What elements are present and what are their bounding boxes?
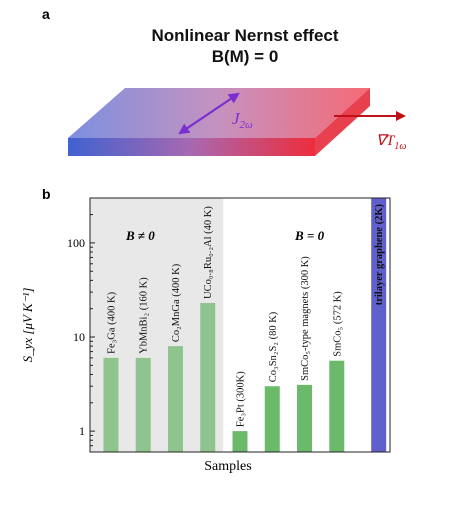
panel-a-title-line2: B(M) = 0 [211,47,279,66]
gradient-label: ∇T1ω [376,133,406,152]
bar-label-5: Co₃Sn₂S₂ (80 K) [268,311,279,382]
region-label-b-zero: B = 0 [294,228,325,243]
bar-5 [264,386,280,452]
bar-0 [103,357,119,452]
current-label: J2ω [232,109,253,131]
bar-1 [135,357,151,452]
bar-4 [232,431,248,452]
bar-label-8: trilayer graphene (2K) [374,204,385,306]
x-axis-label: Samples [204,459,251,474]
seebeck-bar-chart: Fe₃Ga (400 K) YbMnBi₂ (160 K) Co₂MnGa (400… [20,197,391,474]
panel-b-label: b [42,186,51,202]
bar-label-1: YbMnBi₂ (160 K) [139,277,150,354]
y-tick-label-1: 10 [73,330,85,344]
bar-8 [371,198,387,452]
bar-label-0: Fe₃Ga (400 K) [106,291,117,353]
slab-side-face [315,88,370,156]
bar-label-2: Co₂MnGa (400 K) [171,263,182,342]
panel-a-title-line1: Nonlinear Nernst effect [151,26,339,45]
bar-7 [329,360,345,452]
y-tick-label-2: 100 [67,236,85,250]
current-arrow [178,92,240,135]
bar-2 [167,346,183,452]
plot-frame [89,197,391,453]
panel-a-label: a [42,6,50,22]
slab-front-face [68,138,315,156]
bar-label-4: Fe₃Pt (300K) [236,371,247,427]
y-axis-label: S_yx [μV K⁻¹] [20,288,35,363]
bar-3 [200,302,216,452]
nernst-schematic: J2ω ∇T1ω [68,88,406,156]
y-tick-label-0: 1 [79,424,85,438]
bar-label-7: SmCo₅ (572 K) [332,291,343,357]
bar-label-6: SmCo₅-type magnets (300 K) [300,256,311,381]
region-label-b-nonzero: B ≠ 0 [125,228,155,243]
bar-label-3: UCo₀.₈Ru₀.₂Al (40 K) [203,206,214,299]
bar-6 [297,384,313,452]
